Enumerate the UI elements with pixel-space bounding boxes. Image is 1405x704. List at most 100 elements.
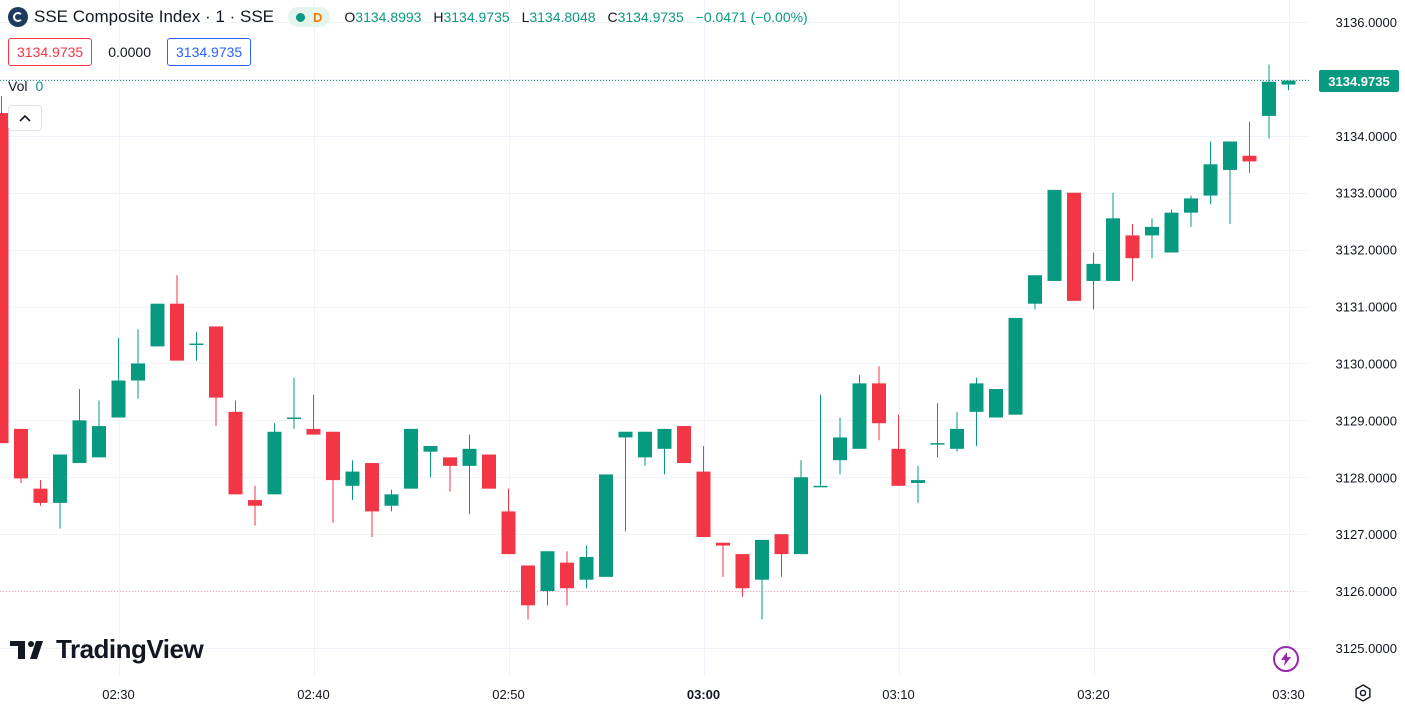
candle bbox=[560, 551, 574, 606]
symbol-title[interactable]: SSE Composite Index · 1 · SSE bbox=[34, 7, 274, 26]
chevron-up-icon bbox=[19, 114, 31, 122]
candle-body bbox=[1028, 275, 1042, 304]
trade-panel: 3134.9735 0.0000 3134.9735 bbox=[8, 38, 252, 66]
change-value: −0.0471 (−0.00%) bbox=[695, 9, 808, 25]
delayed-badge: D bbox=[313, 9, 323, 25]
candle bbox=[170, 275, 184, 361]
candle bbox=[1067, 192, 1081, 301]
candle-body bbox=[111, 380, 126, 418]
spread-value: 0.0000 bbox=[108, 44, 152, 60]
candle bbox=[1281, 80, 1296, 91]
ohlc-values: O3134.8993 H3134.9735 L3134.8048 C3134.9… bbox=[344, 9, 807, 25]
volume-legend[interactable]: Vol 0 bbox=[8, 78, 43, 94]
candle-body bbox=[267, 431, 282, 495]
candle bbox=[501, 488, 516, 555]
sell-button[interactable]: 3134.9735 bbox=[8, 38, 93, 66]
candle bbox=[618, 431, 633, 532]
high-label: H bbox=[433, 9, 444, 25]
candle-body bbox=[365, 463, 379, 512]
candle-body bbox=[228, 411, 243, 495]
price-tick-label: 3127.0000 bbox=[1336, 527, 1397, 542]
candle bbox=[638, 431, 652, 466]
candle bbox=[306, 394, 321, 435]
candle-body bbox=[189, 343, 204, 346]
high-value: 3134.9735 bbox=[443, 9, 510, 25]
candle bbox=[1145, 218, 1159, 259]
candle-body bbox=[1008, 317, 1023, 415]
time-tick-label: 03:20 bbox=[1077, 687, 1110, 702]
price-tick-label: 3133.0000 bbox=[1336, 186, 1397, 201]
candle-body bbox=[794, 477, 808, 555]
candle bbox=[404, 428, 418, 489]
collapse-legend-button[interactable] bbox=[8, 105, 42, 131]
candle bbox=[930, 403, 945, 458]
candle-body bbox=[72, 420, 87, 464]
candle-body bbox=[540, 551, 555, 592]
candle-body bbox=[404, 428, 418, 489]
candle bbox=[287, 377, 301, 429]
candle-body bbox=[33, 488, 48, 503]
candle-body bbox=[599, 474, 613, 577]
candle-body bbox=[1262, 81, 1276, 116]
tradingview-mark-icon bbox=[10, 640, 43, 659]
candle bbox=[228, 400, 243, 495]
candle bbox=[1262, 64, 1276, 139]
candle-body bbox=[287, 417, 301, 420]
candle bbox=[989, 389, 1003, 418]
candle-body bbox=[1281, 80, 1296, 85]
candle bbox=[657, 428, 672, 475]
time-axis[interactable]: 02:30 02:40 02:50 03:00 03:10 03:20 03:30 bbox=[102, 687, 1305, 702]
flash-icon[interactable] bbox=[1273, 646, 1299, 672]
low-value: 3134.8048 bbox=[529, 9, 596, 25]
candle bbox=[1047, 189, 1062, 281]
candle-body bbox=[482, 454, 496, 489]
candle bbox=[92, 400, 106, 458]
candle-body bbox=[0, 113, 9, 444]
candle bbox=[189, 332, 204, 361]
candle bbox=[891, 414, 906, 486]
price-tick-label: 3136.0000 bbox=[1336, 15, 1397, 30]
candle-body bbox=[150, 303, 165, 347]
candle-body bbox=[501, 511, 516, 555]
candle-body bbox=[306, 428, 321, 435]
candle-body bbox=[755, 539, 769, 580]
candle bbox=[872, 366, 886, 441]
candle bbox=[735, 554, 750, 597]
time-tick-label: 02:40 bbox=[297, 687, 330, 702]
gear-icon[interactable] bbox=[1352, 682, 1374, 704]
candle bbox=[677, 426, 691, 464]
candle bbox=[1028, 275, 1042, 310]
candle bbox=[813, 394, 828, 488]
candle bbox=[696, 445, 711, 538]
reference-lines bbox=[0, 80, 1310, 592]
candle bbox=[33, 480, 48, 506]
candle bbox=[365, 463, 379, 538]
candle-body bbox=[989, 389, 1003, 418]
candle bbox=[53, 454, 67, 529]
candle-body bbox=[1223, 141, 1237, 170]
candle-body bbox=[345, 471, 360, 486]
buy-button[interactable]: 3134.9735 bbox=[167, 38, 252, 66]
candle bbox=[131, 329, 145, 399]
candle-body bbox=[813, 485, 828, 488]
candle-body bbox=[774, 534, 789, 555]
candle bbox=[716, 542, 730, 577]
last-price-tag: 3134.9735 bbox=[1319, 70, 1399, 92]
sse-logo-icon bbox=[8, 7, 28, 27]
candle-body bbox=[1203, 164, 1218, 196]
candle-body bbox=[1047, 189, 1062, 281]
candle-body bbox=[209, 326, 223, 398]
time-tick-label: 03:00 bbox=[687, 687, 720, 702]
price-tick-label: 3134.0000 bbox=[1336, 129, 1397, 144]
candle bbox=[1125, 224, 1140, 281]
status-badges[interactable]: D bbox=[288, 7, 331, 27]
candle-body bbox=[716, 542, 730, 546]
candle bbox=[248, 485, 262, 526]
candle bbox=[384, 489, 399, 512]
market-status-dot-icon bbox=[296, 12, 305, 22]
candle-body bbox=[14, 428, 28, 479]
price-axis[interactable]: 3125.0000 3126.0000 3127.0000 3128.0000 3129… bbox=[1336, 15, 1397, 656]
close-value: 3134.9735 bbox=[617, 9, 684, 25]
tradingview-logo[interactable]: TradingView bbox=[10, 634, 204, 665]
